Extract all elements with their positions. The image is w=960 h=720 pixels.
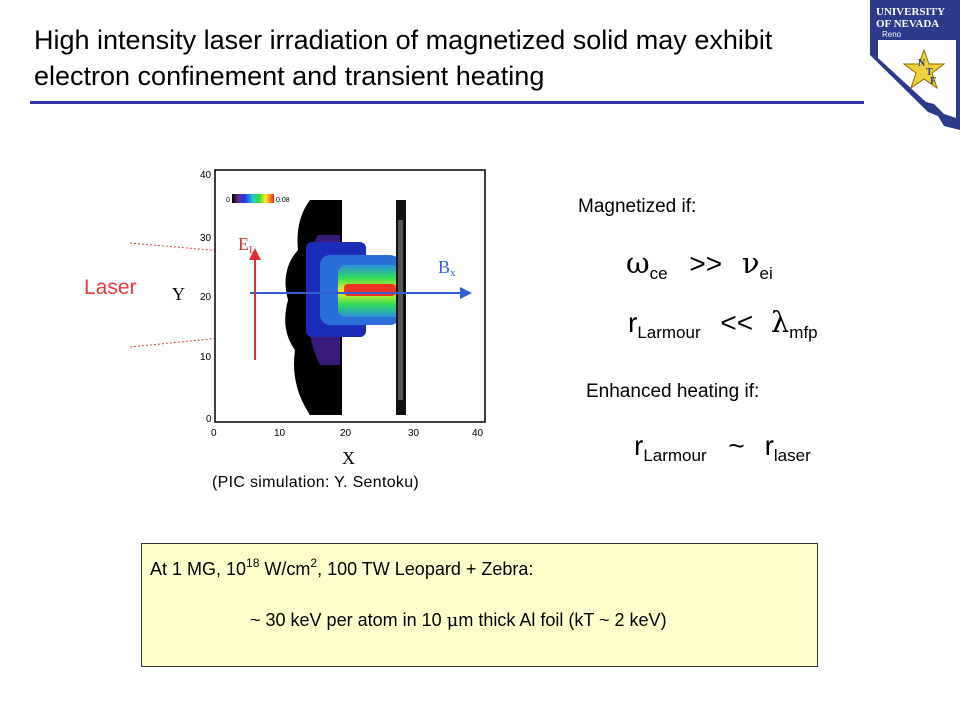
mu-symbol: μ	[446, 610, 459, 631]
x-tick-label: 20	[340, 428, 352, 439]
magnetized-condition-1: ωce >> νei	[626, 246, 773, 283]
el-sub: L	[249, 244, 256, 256]
x-tick-label: 30	[408, 428, 420, 439]
lambda-symbol: λ	[770, 305, 790, 339]
logo-line-2: OF NEVADA	[876, 18, 939, 30]
y-tick-label: 20	[200, 292, 212, 303]
title-rule	[30, 101, 864, 104]
logo-line-3: Reno	[882, 30, 902, 39]
tilde-operator: ~	[728, 430, 745, 461]
result-line-1: At 1 MG, 1018 W/cm2, 100 TW Leopard + Ze…	[150, 556, 534, 579]
magnetized-condition-2: rLarmour << λmfp	[628, 305, 818, 342]
colorbar-max-label: 0.08	[276, 197, 290, 204]
result-line-2: ~ 30 keV per atom in 10 μm thick Al foil…	[250, 610, 667, 631]
svg-text:N: N	[918, 58, 926, 69]
much-greater-operator: >>	[689, 248, 723, 279]
el-arrow: EL	[238, 234, 261, 360]
y-axis-label: Y	[172, 284, 185, 304]
laser-label: Laser	[84, 276, 137, 299]
colorbar: 0 0.08	[226, 194, 290, 204]
y-tick-label: 10	[200, 352, 212, 363]
nu-symbol: ν	[741, 246, 760, 280]
el-label: E	[238, 234, 249, 254]
plot-caption: (PIC simulation: Y. Sentoku)	[212, 474, 420, 491]
x-tick-label: 10	[274, 428, 286, 439]
svg-text:Bx: Bx	[438, 257, 456, 279]
y-tick-label: 0	[206, 414, 212, 425]
density-map	[285, 200, 406, 415]
x-axis: 0 10 20 30 40 X	[211, 428, 484, 468]
logo-line-1: UNIVERSITY	[876, 6, 945, 18]
magnetized-heading: Magnetized if:	[578, 196, 697, 217]
heating-condition: rLarmour ~ rlaser	[634, 430, 811, 465]
svg-text:EL: EL	[238, 234, 256, 256]
y-tick-label: 40	[200, 170, 212, 181]
x-tick-label: 40	[472, 428, 484, 439]
x-axis-label: X	[342, 448, 355, 468]
bx-arrow: Bx	[250, 257, 472, 299]
svg-text:T: T	[926, 67, 933, 78]
ntf-star-icon: N T F	[902, 48, 946, 90]
university-logo: UNIVERSITY OF NEVADA Reno N T F	[870, 0, 960, 130]
bx-sub: x	[450, 267, 456, 279]
colorbar-min-label: 0	[226, 197, 230, 204]
slide-title: High intensity laser irradiation of magn…	[34, 25, 773, 91]
y-axis: 40 30 20 10 0 Y	[172, 170, 212, 425]
pic-simulation-plot: 0 0.08 Bx EL 40 30 20 10 0 Y 0 10 20 30 …	[172, 169, 486, 468]
result-box: At 1 MG, 1018 W/cm2, 100 TW Leopard + Ze…	[141, 543, 818, 667]
heating-heading: Enhanced heating if:	[586, 381, 760, 402]
omega-symbol: ω	[626, 246, 650, 280]
much-less-operator: <<	[720, 307, 754, 338]
svg-text:F: F	[930, 76, 936, 87]
x-tick-label: 0	[211, 428, 217, 439]
bx-label: B	[438, 257, 450, 277]
y-tick-label: 30	[200, 233, 212, 244]
